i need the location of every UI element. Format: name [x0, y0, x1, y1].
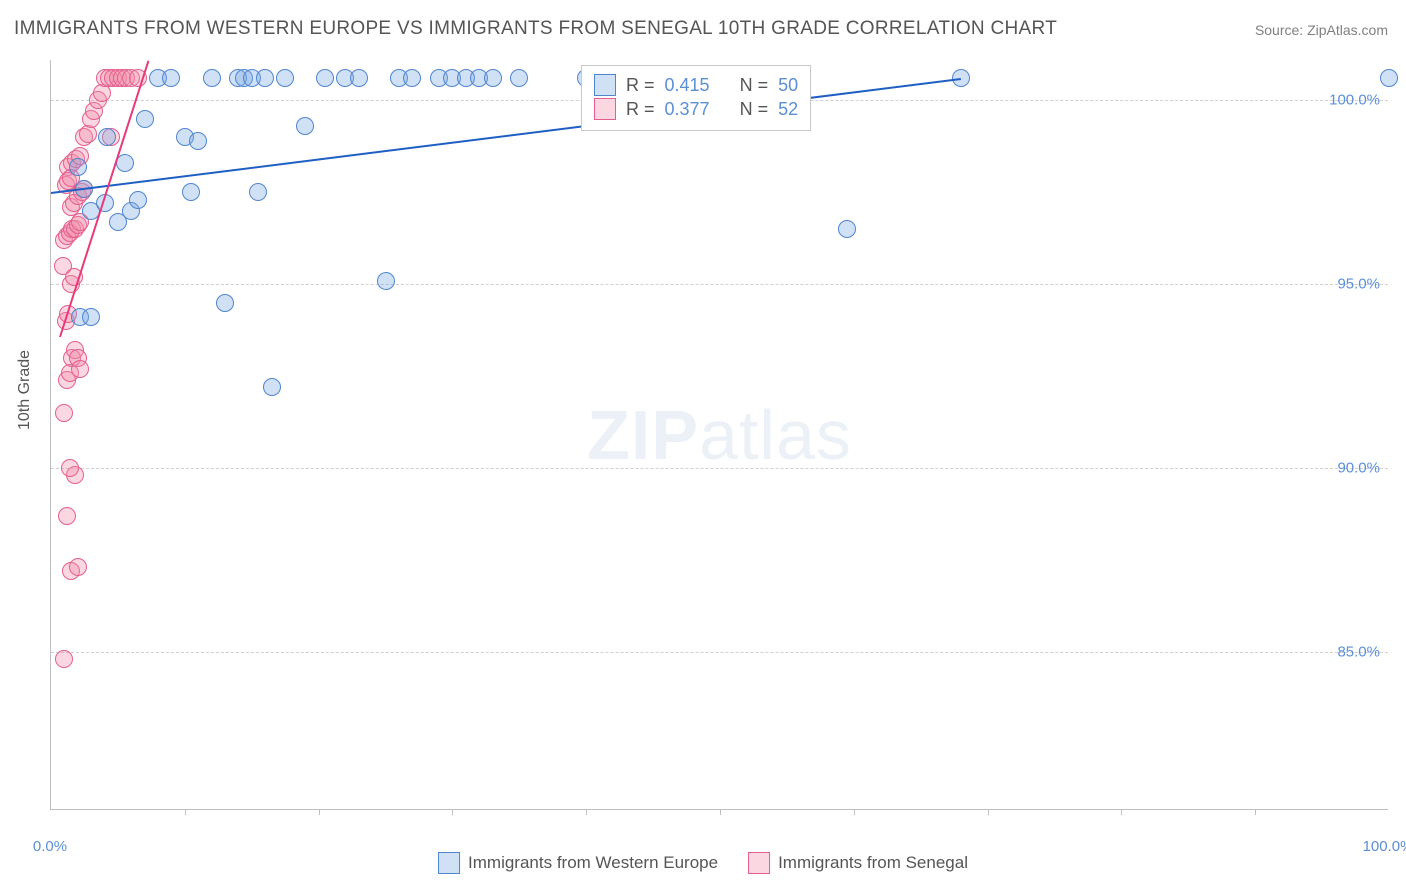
xtick: [1121, 809, 1122, 815]
data-point: [129, 191, 147, 209]
legend-label-2: Immigrants from Senegal: [778, 853, 968, 873]
ytick-label: 90.0%: [1337, 460, 1380, 477]
data-point: [71, 360, 89, 378]
gridline-h: [51, 468, 1388, 469]
legend-item-2: Immigrants from Senegal: [748, 852, 968, 874]
swatch-series1: [594, 74, 616, 96]
data-point: [838, 220, 856, 238]
label-R: R =: [626, 75, 655, 96]
legend-item-1: Immigrants from Western Europe: [438, 852, 718, 874]
legend-swatch-2: [748, 852, 770, 874]
xtick: [452, 809, 453, 815]
data-point: [182, 183, 200, 201]
gridline-h: [51, 284, 1388, 285]
data-point: [136, 110, 154, 128]
data-point: [276, 69, 294, 87]
data-point: [189, 132, 207, 150]
data-point: [256, 69, 274, 87]
data-point: [377, 272, 395, 290]
legend-label-1: Immigrants from Western Europe: [468, 853, 718, 873]
ytick-label: 85.0%: [1337, 643, 1380, 660]
value-N2: 52: [778, 99, 798, 120]
ytick-label: 100.0%: [1329, 92, 1380, 109]
data-point: [162, 69, 180, 87]
data-point: [296, 117, 314, 135]
xtick: [319, 809, 320, 815]
data-point: [510, 69, 528, 87]
source-label: Source: ZipAtlas.com: [1255, 22, 1388, 38]
data-point: [1380, 69, 1398, 87]
data-point: [249, 183, 267, 201]
data-point: [54, 257, 72, 275]
xtick-label-min: 0.0%: [33, 838, 67, 855]
xtick: [854, 809, 855, 815]
data-point: [316, 69, 334, 87]
xtick: [1255, 809, 1256, 815]
stats-row-series1: R = 0.415 N = 50: [594, 74, 798, 96]
data-point: [263, 378, 281, 396]
watermark-light: atlas: [699, 396, 852, 474]
data-point: [216, 294, 234, 312]
swatch-series2: [594, 98, 616, 120]
legend-swatch-1: [438, 852, 460, 874]
xtick: [988, 809, 989, 815]
value-N1: 50: [778, 75, 798, 96]
data-point: [55, 650, 73, 668]
value-R2: 0.377: [665, 99, 710, 120]
data-point: [403, 69, 421, 87]
data-point: [203, 69, 221, 87]
data-point: [82, 308, 100, 326]
ytick-label: 95.0%: [1337, 276, 1380, 293]
value-R1: 0.415: [665, 75, 710, 96]
stats-row-series2: R = 0.377 N = 52: [594, 98, 798, 120]
label-R: R =: [626, 99, 655, 120]
data-point: [58, 507, 76, 525]
gridline-h: [51, 652, 1388, 653]
xtick: [586, 809, 587, 815]
stats-legend-box: R = 0.415 N = 50 R = 0.377 N = 52: [581, 65, 811, 131]
data-point: [61, 459, 79, 477]
watermark-bold: ZIP: [587, 396, 699, 474]
data-point: [484, 69, 502, 87]
data-point: [98, 128, 116, 146]
xtick-label-max: 100.0%: [1363, 838, 1406, 855]
label-N: N =: [740, 99, 769, 120]
chart-title: IMMIGRANTS FROM WESTERN EUROPE VS IMMIGR…: [14, 18, 1057, 40]
xtick: [185, 809, 186, 815]
data-point: [69, 158, 87, 176]
label-N: N =: [740, 75, 769, 96]
data-point: [55, 404, 73, 422]
xtick: [720, 809, 721, 815]
data-point: [69, 558, 87, 576]
plot-area: ZIPatlas 85.0% 90.0% 95.0% 100.0% R = 0.415…: [50, 60, 1388, 810]
watermark: ZIPatlas: [587, 395, 852, 475]
y-axis-label: 10th Grade: [16, 350, 34, 430]
data-point: [350, 69, 368, 87]
bottom-legend: Immigrants from Western Europe Immigrant…: [438, 852, 968, 874]
